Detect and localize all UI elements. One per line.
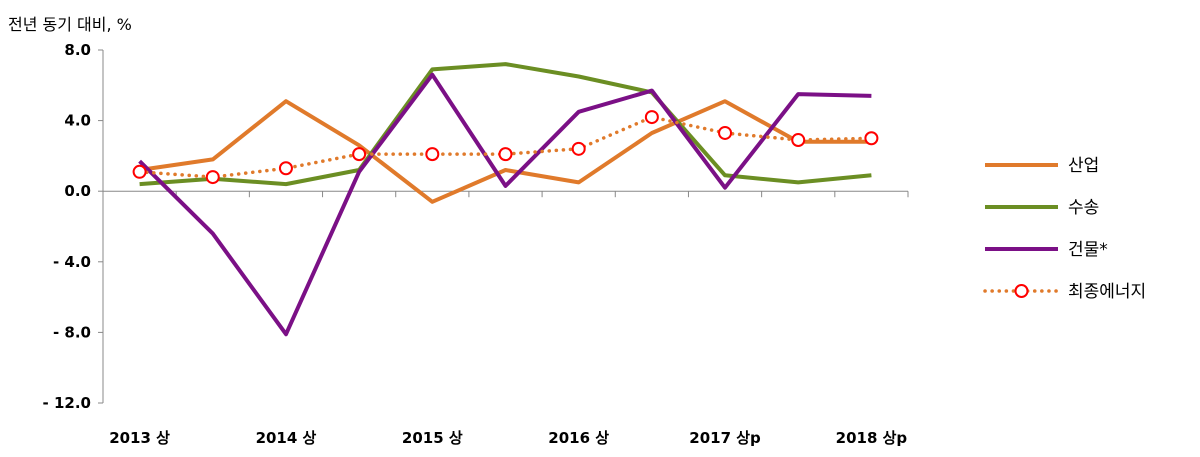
y-tick-label: 4.0 bbox=[64, 112, 91, 130]
data-point-marker bbox=[644, 110, 659, 125]
legend-label: 산업 bbox=[1068, 156, 1099, 176]
series-line-2 bbox=[138, 72, 872, 337]
x-tick-label: 2017 상p bbox=[689, 429, 761, 447]
y-tick-label: 8.0 bbox=[64, 41, 91, 59]
data-point-marker bbox=[278, 161, 293, 176]
x-tick-label: 2016 상 bbox=[548, 429, 609, 447]
y-tick-label: - 12.0 bbox=[43, 394, 91, 412]
data-point-marker bbox=[864, 131, 879, 146]
series-layer bbox=[132, 62, 879, 337]
legend-label: 최종에너지 bbox=[1068, 282, 1146, 302]
data-point-marker bbox=[571, 141, 586, 156]
axes: 8.0 4.0 0.0 - 4.0 - 8.0 - 12.0 2013 상 2014 상 201… bbox=[43, 41, 909, 447]
y-tick-label: - 8.0 bbox=[53, 323, 91, 341]
data-point-marker bbox=[205, 170, 220, 185]
y-axis-unit-label: 전년 동기 대비, % bbox=[8, 15, 132, 34]
y-tick-label: 0.0 bbox=[64, 182, 91, 200]
series-line-0 bbox=[139, 99, 872, 204]
x-tick-label: 2018 상p bbox=[836, 429, 908, 447]
series-line-1 bbox=[139, 62, 872, 187]
legend-marker bbox=[1014, 284, 1029, 298]
data-point-marker bbox=[132, 164, 147, 179]
legend-label: 건물* bbox=[1068, 240, 1108, 260]
data-point-marker bbox=[718, 125, 733, 140]
data-point-marker bbox=[352, 147, 367, 162]
data-point-marker bbox=[425, 147, 440, 162]
y-tick-label: - 4.0 bbox=[53, 253, 91, 271]
x-tick-label: 2014 상 bbox=[256, 429, 317, 447]
data-point-marker bbox=[791, 133, 806, 148]
x-tick-label: 2013 상 bbox=[109, 429, 170, 447]
legend-label: 수송 bbox=[1068, 198, 1099, 218]
x-tick-label: 2015 상 bbox=[402, 429, 463, 447]
data-point-marker bbox=[498, 147, 513, 162]
